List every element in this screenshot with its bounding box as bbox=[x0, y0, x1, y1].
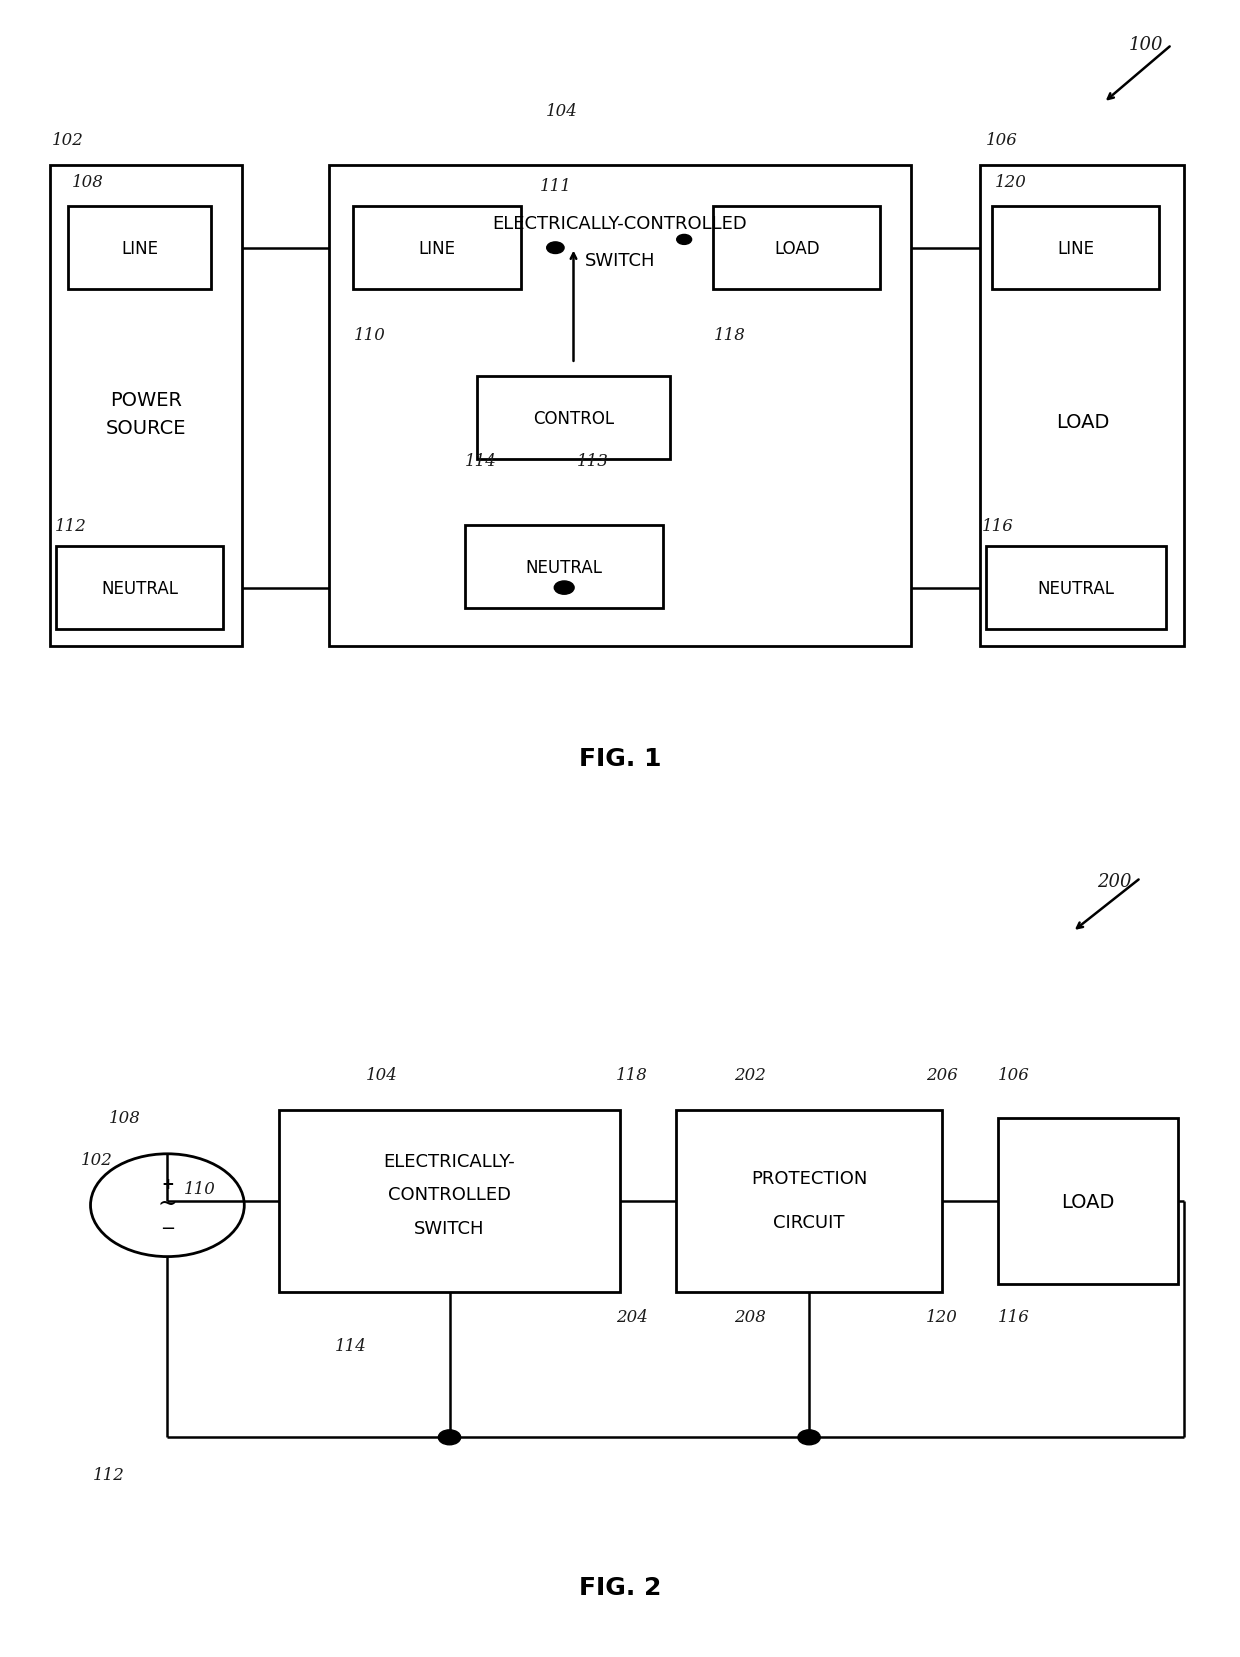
Text: 113: 113 bbox=[577, 452, 609, 471]
Bar bbox=[986, 547, 1166, 630]
Bar bbox=[465, 525, 663, 608]
Text: FIG. 2: FIG. 2 bbox=[579, 1576, 661, 1599]
Text: 110: 110 bbox=[353, 326, 386, 345]
Text: 104: 104 bbox=[366, 1067, 398, 1084]
Text: ~: ~ bbox=[157, 1193, 177, 1215]
Bar bbox=[980, 166, 1184, 646]
Bar bbox=[279, 1110, 620, 1292]
Text: CIRCUIT: CIRCUIT bbox=[774, 1213, 844, 1231]
Circle shape bbox=[799, 1430, 820, 1445]
Text: 120: 120 bbox=[926, 1309, 959, 1326]
Text: 120: 120 bbox=[994, 174, 1027, 191]
Text: 200: 200 bbox=[1097, 873, 1132, 891]
Text: LINE: LINE bbox=[419, 240, 455, 257]
Bar bbox=[713, 207, 880, 290]
Text: 204: 204 bbox=[616, 1309, 649, 1326]
Circle shape bbox=[677, 235, 692, 245]
Text: LOAD: LOAD bbox=[1061, 1191, 1115, 1211]
Text: 111: 111 bbox=[539, 177, 572, 194]
Text: SWITCH: SWITCH bbox=[414, 1220, 485, 1236]
Text: 104: 104 bbox=[546, 103, 578, 121]
Text: ELECTRICALLY-CONTROLLED: ELECTRICALLY-CONTROLLED bbox=[492, 215, 748, 232]
Bar bbox=[353, 207, 521, 290]
Text: NEUTRAL: NEUTRAL bbox=[100, 580, 179, 597]
Text: PROTECTION: PROTECTION bbox=[751, 1170, 867, 1186]
Text: 202: 202 bbox=[734, 1067, 766, 1084]
Text: LOAD: LOAD bbox=[1055, 413, 1110, 432]
Text: 108: 108 bbox=[72, 174, 104, 191]
Circle shape bbox=[554, 582, 574, 595]
Text: 114: 114 bbox=[465, 452, 497, 471]
Text: CONTROL: CONTROL bbox=[533, 409, 614, 428]
Text: 108: 108 bbox=[109, 1110, 141, 1127]
Text: POWER
SOURCE: POWER SOURCE bbox=[107, 391, 186, 437]
Circle shape bbox=[547, 242, 564, 255]
Text: 100: 100 bbox=[1128, 36, 1163, 53]
Bar bbox=[50, 166, 242, 646]
Text: 102: 102 bbox=[52, 133, 84, 149]
Bar bbox=[998, 1118, 1178, 1284]
Text: LINE: LINE bbox=[1058, 240, 1094, 257]
Text: 116: 116 bbox=[998, 1309, 1030, 1326]
Text: 118: 118 bbox=[714, 326, 746, 345]
Text: +: + bbox=[161, 1176, 174, 1191]
Bar bbox=[477, 378, 670, 461]
Text: 118: 118 bbox=[616, 1067, 649, 1084]
Text: FIG. 1: FIG. 1 bbox=[579, 747, 661, 771]
Text: NEUTRAL: NEUTRAL bbox=[526, 558, 603, 577]
Text: 112: 112 bbox=[93, 1466, 125, 1483]
Text: 110: 110 bbox=[184, 1180, 216, 1196]
Text: ELECTRICALLY-: ELECTRICALLY- bbox=[383, 1153, 516, 1170]
Text: LINE: LINE bbox=[122, 240, 157, 257]
Text: 116: 116 bbox=[982, 517, 1014, 534]
Bar bbox=[68, 207, 211, 290]
Text: 112: 112 bbox=[55, 517, 87, 534]
Text: 114: 114 bbox=[335, 1337, 367, 1355]
Text: 208: 208 bbox=[734, 1309, 766, 1326]
Bar bbox=[329, 166, 911, 646]
Text: −: − bbox=[160, 1220, 175, 1238]
Text: 206: 206 bbox=[926, 1067, 959, 1084]
Text: 106: 106 bbox=[986, 133, 1018, 149]
Text: 102: 102 bbox=[81, 1152, 113, 1168]
Text: LOAD: LOAD bbox=[774, 240, 820, 257]
Circle shape bbox=[438, 1430, 461, 1445]
Text: 106: 106 bbox=[998, 1067, 1030, 1084]
Text: CONTROLLED: CONTROLLED bbox=[388, 1186, 511, 1203]
Bar bbox=[992, 207, 1159, 290]
Text: NEUTRAL: NEUTRAL bbox=[1037, 580, 1115, 597]
Bar bbox=[56, 547, 223, 630]
Text: SWITCH: SWITCH bbox=[585, 252, 655, 270]
Bar bbox=[676, 1110, 942, 1292]
